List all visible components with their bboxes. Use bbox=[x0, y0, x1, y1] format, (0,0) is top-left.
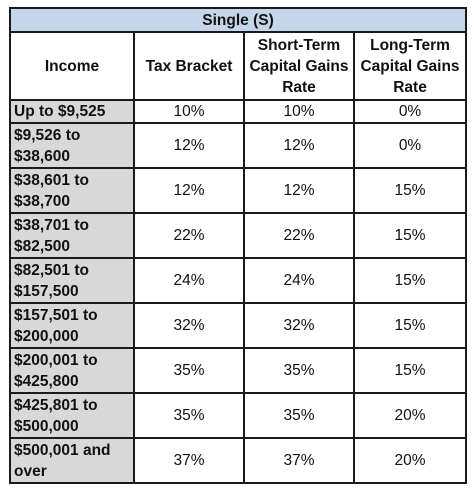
header-income-line: Income bbox=[44, 57, 100, 75]
income-cell: $38,701 to $82,500 bbox=[9, 212, 135, 259]
short-term-rate-cell: 10% bbox=[243, 99, 355, 124]
income-cell: $425,801 to $500,000 bbox=[9, 392, 135, 439]
table-row: $38,701 to $82,500 22% 22% 15% bbox=[9, 212, 468, 259]
short-term-rate-cell: 37% bbox=[243, 437, 355, 484]
long-term-rate-cell: 15% bbox=[352, 212, 468, 259]
income-cell: $9,526 to $38,600 bbox=[9, 122, 135, 169]
income-cell: $157,501 to $200,000 bbox=[9, 302, 135, 349]
long-term-rate-cell: 0% bbox=[352, 99, 468, 124]
short-term-rate-cell: 22% bbox=[243, 212, 355, 259]
income-line-1: $38,601 to bbox=[14, 171, 89, 189]
long-term-rate-cell: 20% bbox=[352, 437, 468, 484]
long-term-rate-cell: 0% bbox=[352, 122, 468, 169]
income-line-2: $500,000 bbox=[14, 417, 79, 435]
income-line-1: $82,501 to bbox=[14, 261, 89, 279]
table-header-row: Income Tax Bracket Short-Term Capital Ga… bbox=[9, 31, 468, 101]
header-long-term-rate: Long-Term Capital Gains Rate bbox=[352, 31, 468, 101]
income-line-2: $38,600 bbox=[14, 147, 71, 165]
short-term-rate-cell: 24% bbox=[243, 257, 355, 304]
table-title: Single (S) bbox=[8, 7, 468, 33]
income-cell: $82,501 to $157,500 bbox=[9, 257, 135, 304]
income-cell: $500,001 and over bbox=[9, 437, 135, 484]
tax-bracket-cell: 37% bbox=[133, 437, 245, 484]
income-cell: $200,001 to $425,800 bbox=[9, 347, 135, 394]
tax-bracket-cell: 35% bbox=[133, 347, 245, 394]
income-line-1: $38,701 to bbox=[14, 216, 89, 234]
header-income: Income bbox=[9, 31, 135, 101]
header-short-term-rate: Short-Term Capital Gains Rate bbox=[243, 31, 355, 101]
income-line-2: over bbox=[14, 462, 47, 480]
table-row: $500,001 and over 37% 37% 20% bbox=[9, 437, 468, 484]
income-cell: Up to $9,525 bbox=[9, 99, 135, 124]
tax-bracket-cell: 35% bbox=[133, 392, 245, 439]
table-row: $9,526 to $38,600 12% 12% 0% bbox=[9, 122, 468, 169]
table-row: $425,801 to $500,000 35% 35% 20% bbox=[9, 392, 468, 439]
tax-bracket-cell: 10% bbox=[133, 99, 245, 124]
income-line-1: $9,526 to bbox=[14, 126, 81, 144]
long-term-rate-cell: 15% bbox=[352, 347, 468, 394]
table-row: $38,601 to $38,700 12% 12% 15% bbox=[9, 167, 468, 214]
header-long-term-line-3: Rate bbox=[393, 78, 427, 96]
header-tax-bracket-line: Tax Bracket bbox=[145, 57, 233, 75]
table-row: $82,501 to $157,500 24% 24% 15% bbox=[9, 257, 468, 304]
income-line-1: Up to $9,525 bbox=[14, 103, 106, 120]
tax-bracket-cell: 12% bbox=[133, 122, 245, 169]
income-line-1: $425,801 to bbox=[14, 396, 98, 414]
long-term-rate-cell: 15% bbox=[352, 167, 468, 214]
header-long-term-line-1: Long-Term bbox=[370, 36, 450, 54]
header-tax-bracket: Tax Bracket bbox=[133, 31, 245, 101]
tax-bracket-cell: 32% bbox=[133, 302, 245, 349]
header-short-term-line-2: Capital Gains bbox=[249, 57, 349, 75]
table-row: $157,501 to $200,000 32% 32% 15% bbox=[9, 302, 468, 349]
income-line-1: $200,001 to bbox=[14, 351, 98, 369]
tax-bracket-cell: 12% bbox=[133, 167, 245, 214]
long-term-rate-cell: 15% bbox=[352, 302, 468, 349]
header-short-term-line-3: Rate bbox=[282, 78, 316, 96]
income-line-1: $500,001 and bbox=[14, 441, 111, 459]
income-line-2: $425,800 bbox=[14, 372, 79, 390]
header-short-term-line-1: Short-Term bbox=[257, 36, 341, 54]
tax-table-container: Single (S) Income Tax Bracket Short-Term… bbox=[8, 7, 468, 484]
header-long-term-line-2: Capital Gains bbox=[360, 57, 460, 75]
income-line-2: $82,500 bbox=[14, 237, 71, 255]
short-term-rate-cell: 35% bbox=[243, 392, 355, 439]
income-cell: $38,601 to $38,700 bbox=[9, 167, 135, 214]
table-row: $200,001 to $425,800 35% 35% 15% bbox=[9, 347, 468, 394]
table-row: Up to $9,525 10% 10% 0% bbox=[9, 99, 468, 124]
short-term-rate-cell: 35% bbox=[243, 347, 355, 394]
income-line-2: $157,500 bbox=[14, 282, 79, 300]
long-term-rate-cell: 15% bbox=[352, 257, 468, 304]
short-term-rate-cell: 12% bbox=[243, 122, 355, 169]
income-line-1: $157,501 to bbox=[14, 306, 98, 324]
tax-rate-table: Single (S) Income Tax Bracket Short-Term… bbox=[8, 7, 468, 484]
income-line-2: $200,000 bbox=[14, 327, 79, 345]
tax-bracket-cell: 24% bbox=[133, 257, 245, 304]
tax-bracket-cell: 22% bbox=[133, 212, 245, 259]
table-title-row: Single (S) bbox=[8, 7, 468, 33]
short-term-rate-cell: 32% bbox=[243, 302, 355, 349]
short-term-rate-cell: 12% bbox=[243, 167, 355, 214]
long-term-rate-cell: 20% bbox=[352, 392, 468, 439]
income-line-2: $38,700 bbox=[14, 192, 71, 210]
